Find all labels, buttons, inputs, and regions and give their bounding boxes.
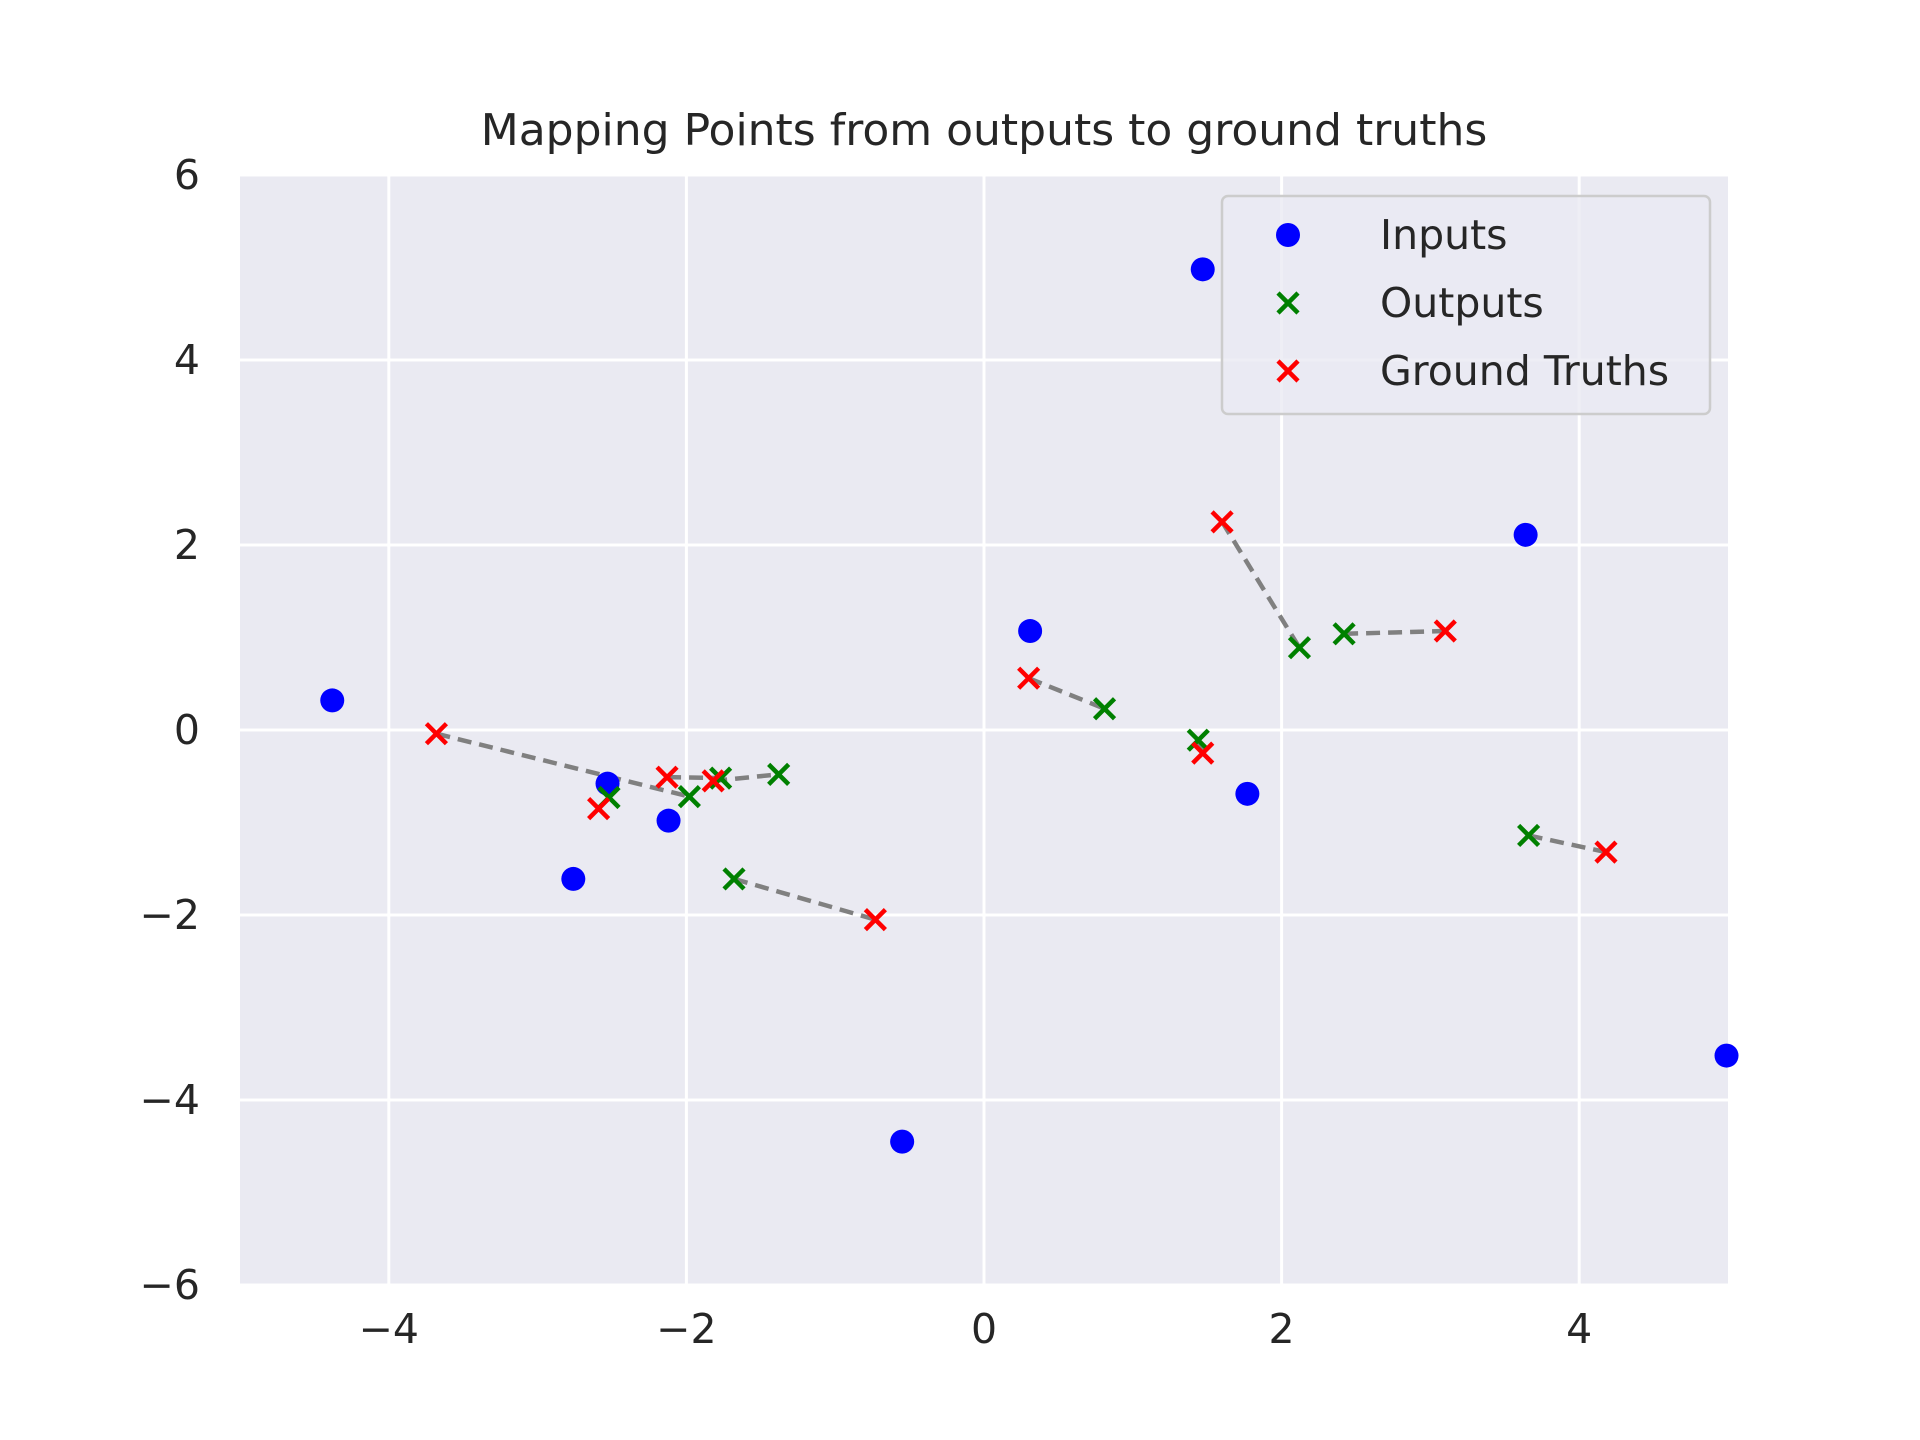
y-tick-label: −6	[140, 1261, 200, 1309]
x-tick-label: 2	[1269, 1305, 1295, 1353]
legend: Inputs Outputs Ground Truths	[1220, 194, 1712, 416]
legend-label: Inputs	[1380, 211, 1508, 259]
input-point	[1714, 1043, 1739, 1068]
output-point	[1517, 823, 1541, 848]
input-point	[1513, 522, 1538, 547]
output-point	[1092, 697, 1117, 721]
input-point	[656, 808, 681, 833]
input-point	[1018, 619, 1043, 644]
ground-truth-point	[1191, 741, 1215, 765]
output-point	[677, 785, 701, 809]
output-point	[1186, 728, 1210, 752]
y-tick-label: 6	[174, 151, 200, 199]
input-point	[890, 1129, 915, 1154]
mapping-line	[1344, 628, 1446, 637]
x-tick-label: −2	[656, 1305, 716, 1353]
legend-label: Outputs	[1380, 279, 1544, 327]
input-point	[1235, 781, 1260, 806]
ground-truth-point	[424, 722, 449, 746]
x-tick-label: 4	[1566, 1305, 1592, 1353]
ground-truth-point	[1433, 619, 1457, 643]
x-tick-label: −4	[359, 1305, 419, 1353]
ground-truth-point	[587, 797, 611, 821]
y-tick-label: −2	[140, 891, 200, 939]
ground-truth-point	[1210, 510, 1234, 534]
legend-marker-ground-truths	[1276, 359, 1300, 383]
y-tick-label: 4	[174, 336, 200, 384]
output-point	[1287, 636, 1312, 660]
output-point	[767, 762, 791, 786]
y-tick-label: 2	[174, 521, 200, 569]
output-point	[1332, 622, 1356, 646]
mapping-line	[733, 876, 876, 922]
legend-marker-inputs	[1276, 223, 1300, 247]
mapping-line	[1528, 833, 1607, 855]
input-point	[1190, 257, 1215, 282]
ground-truth-point	[655, 765, 679, 789]
ground-truth-point	[1017, 666, 1041, 690]
ground-truth-point	[863, 908, 887, 932]
chart-title: Mapping Points from outputs to ground tr…	[481, 105, 1488, 156]
ground-truth-point	[1594, 840, 1618, 864]
data-points	[320, 257, 1739, 1154]
y-tick-label: −4	[140, 1076, 200, 1124]
legend-marker-outputs	[1276, 291, 1300, 315]
mapping-line	[1027, 676, 1106, 711]
y-tick-label: 0	[174, 706, 200, 754]
y-axis-ticks: −6 −4 −2 0 2 4 6	[140, 151, 200, 1309]
ground-truth-point	[701, 769, 725, 793]
output-point	[722, 867, 746, 891]
mapping-line	[1220, 520, 1302, 649]
legend-box	[1220, 194, 1712, 416]
input-point	[320, 688, 345, 713]
x-tick-label: 0	[971, 1305, 997, 1353]
input-point	[561, 866, 586, 891]
legend-label: Ground Truths	[1380, 347, 1669, 395]
x-axis-ticks: −4 −2 0 2 4	[359, 1305, 1593, 1353]
